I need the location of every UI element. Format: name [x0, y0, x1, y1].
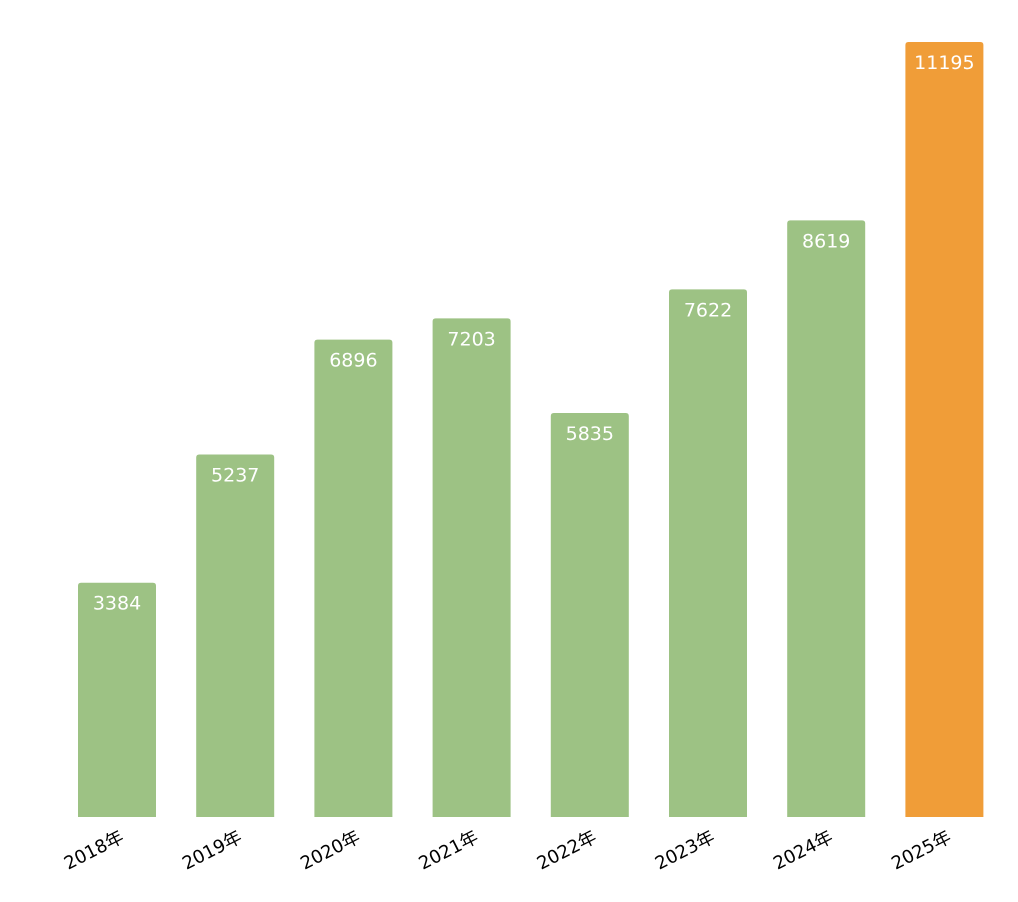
x-tick-label: 2024年	[770, 827, 836, 875]
x-tick-label: 2020年	[297, 827, 363, 875]
bar-value-label: 5237	[211, 464, 259, 486]
bar-2021年	[432, 318, 511, 817]
bars-group	[78, 42, 984, 818]
x-tick-label: 2021年	[415, 827, 481, 875]
bar-value-label: 11195	[914, 52, 974, 74]
bar-value-label: 7622	[684, 299, 732, 321]
bar-value-label: 6896	[329, 350, 377, 372]
bar-value-label: 7203	[447, 328, 495, 350]
bar-value-label: 3384	[93, 593, 141, 615]
bar-2020年	[314, 339, 393, 817]
x-tick-label: 2022年	[534, 827, 600, 875]
bar-2019年	[196, 454, 275, 817]
bar-2022年	[550, 413, 629, 817]
value-labels-group: 3384 5237 6896 7203 5835 7622 8619 11195	[93, 52, 975, 615]
bar-2023年	[669, 289, 747, 818]
x-axis-tick-labels: 2018年 2019年 2020年 2021年 2022年 2023年 2024年 2025年	[61, 827, 955, 875]
bar-2025年	[905, 42, 984, 817]
bar-value-label: 8619	[802, 230, 850, 252]
x-tick-label: 2019年	[179, 827, 245, 875]
bar-value-label: 5835	[566, 423, 614, 445]
x-tick-label: 2018年	[61, 827, 127, 875]
x-tick-label: 2025年	[888, 827, 954, 875]
bar-2024年	[787, 220, 866, 818]
bar-2018年	[78, 582, 156, 817]
x-tick-label: 2023年	[652, 827, 718, 875]
